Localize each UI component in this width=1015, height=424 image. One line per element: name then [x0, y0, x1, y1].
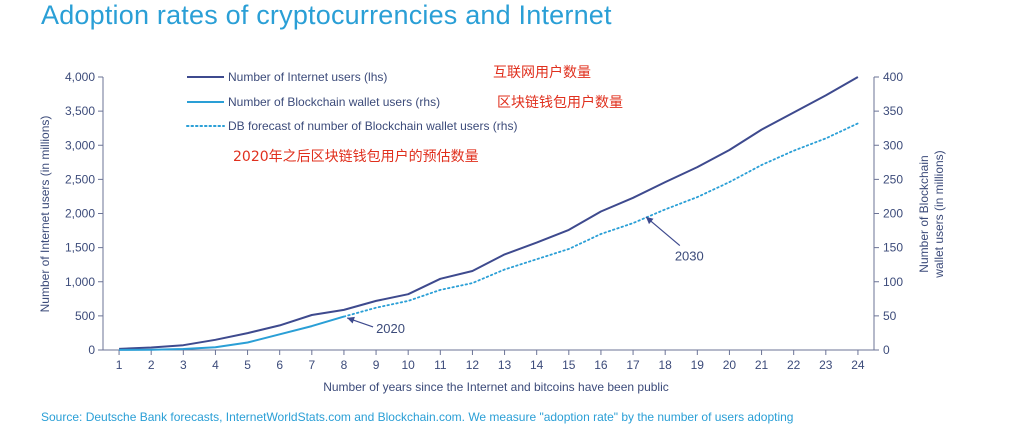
y-right-tick-label: 300: [883, 138, 903, 152]
y-left-tick-label: 4,000: [65, 70, 95, 84]
x-tick-label: 6: [276, 358, 283, 372]
y-right-tick-label: 150: [883, 241, 903, 255]
y-left-tick-label: 2,000: [65, 207, 95, 221]
x-tick-label: 10: [402, 358, 416, 372]
annotation-label-2: 2030: [675, 249, 704, 264]
series-lines: [119, 76, 859, 351]
x-tick-label: 14: [530, 358, 544, 372]
y-right-tick-label: 0: [883, 343, 890, 357]
annotation-label-1: 2020: [376, 321, 405, 336]
y-right-tick-label: 400: [883, 70, 903, 84]
x-tick-label: 15: [562, 358, 576, 372]
y-right-tick-label: 100: [883, 275, 903, 289]
x-tick-label: 8: [341, 358, 348, 372]
y-left-tick-label: 1,500: [65, 241, 95, 255]
x-tick-label: 17: [626, 358, 640, 372]
x-tick-label: 11: [434, 358, 447, 372]
note-text-2: 区块链钱包用户数量: [497, 94, 623, 111]
y-right-tick-label: 50: [883, 309, 897, 323]
x-tick-label: 3: [180, 358, 187, 372]
y-right-tick-label: 250: [883, 172, 903, 186]
legend: Number of Internet users (lhs) Number of …: [186, 70, 517, 133]
y-left-tick-label: 500: [75, 309, 95, 323]
x-tick-label: 1: [116, 358, 123, 372]
x-tick-label: 23: [819, 358, 833, 372]
note-text-3: 2020年之后区块链钱包用户的预估数量: [233, 148, 479, 165]
series-line-2: [119, 315, 345, 351]
series-line-1: [119, 76, 859, 350]
x-tick-label: 2: [148, 358, 155, 372]
y-right-tick-label: 350: [883, 104, 903, 118]
source-note: Source: Deutsche Bank forecasts, Interne…: [41, 410, 794, 424]
series-line-3: [342, 122, 859, 318]
x-tick-label: 9: [373, 358, 380, 372]
x-axis-label: Number of years since the Internet and b…: [323, 380, 669, 394]
annotations: 2020 2030: [346, 216, 704, 336]
y-axis-label-left: Number of Internet users (in millions): [38, 116, 52, 313]
legend-label-1: Number of Internet users (lhs): [228, 70, 387, 84]
y-axis-label-right-line2: wallet users (in millions): [932, 150, 946, 278]
x-tick-label: 18: [659, 358, 673, 372]
x-tick-label: 12: [466, 358, 480, 372]
annotation-arrow-line-2: [645, 216, 681, 247]
y-axis-label-right-line1: Number of Blockchain: [917, 155, 931, 272]
x-tick-label: 7: [308, 358, 315, 372]
legend-label-3: DB forecast of number of Blockchain wall…: [228, 119, 517, 133]
y-right-tick-label: 200: [883, 207, 903, 221]
axes: 0 500 1,000 1,500 2,000 2,500 3,000 3,500 4,000 0…: [65, 70, 903, 372]
x-tick-label: 21: [755, 358, 769, 372]
annotation-arrowhead-1: [347, 316, 355, 324]
y-left-tick-label: 2,500: [65, 172, 95, 186]
y-left-tick-label: 3,000: [65, 138, 95, 152]
x-tick-label: 4: [212, 358, 219, 372]
y-left-tick-label: 0: [88, 343, 95, 357]
x-tick-label: 22: [787, 358, 801, 372]
chart-title: Adoption rates of cryptocurrencies and I…: [41, 0, 612, 30]
x-tick-label: 19: [691, 358, 705, 372]
x-tick-label: 13: [498, 358, 512, 372]
annotation-arrowhead-2: [645, 216, 654, 225]
x-tick-label: 5: [244, 358, 251, 372]
y-left-tick-label: 1,000: [65, 275, 95, 289]
x-tick-label: 16: [594, 358, 608, 372]
note-text-1: 互联网用户数量: [493, 64, 591, 81]
x-tick-label: 24: [851, 358, 865, 372]
y-left-tick-label: 3,500: [65, 104, 95, 118]
legend-label-2: Number of Blockchain wallet users (rhs): [228, 95, 440, 109]
x-tick-label: 20: [723, 358, 737, 372]
